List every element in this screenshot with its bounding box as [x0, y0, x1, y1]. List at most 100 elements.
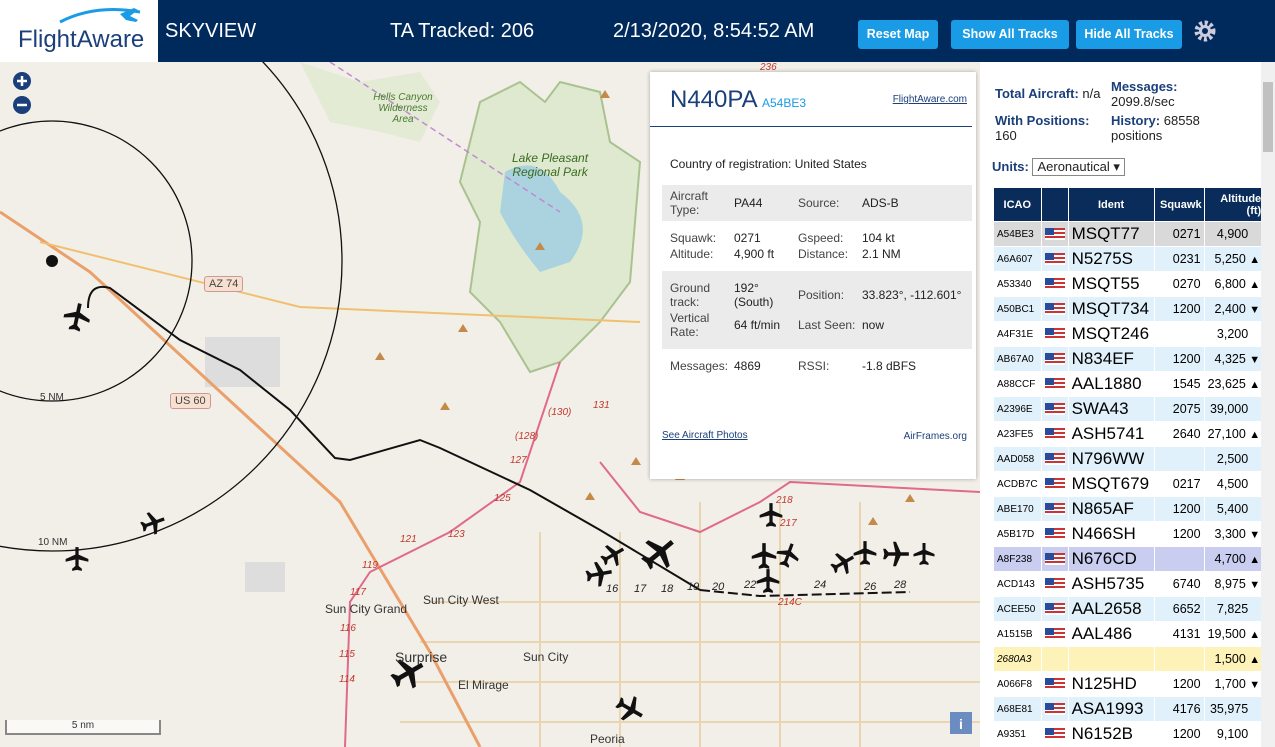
aircraft-row[interactable]: A9351 N6152B 1200 9,100	[993, 721, 1265, 747]
airframes-link[interactable]: AirFrames.org	[903, 431, 967, 442]
squawk-cell: 0271	[1153, 221, 1205, 247]
road-shield: US 60	[170, 393, 211, 409]
units-select[interactable]: Aeronautical ▾	[1032, 158, 1125, 176]
road-number: 116	[340, 623, 356, 634]
aircraft-row[interactable]: 2680A3 1,500 ▲	[993, 646, 1265, 672]
show-tracks-button[interactable]: Show All Tracks	[951, 20, 1069, 49]
squawk-cell	[1153, 646, 1205, 672]
field-label: Country of registration:	[670, 157, 792, 171]
field-value: 2.1 NM	[862, 247, 901, 261]
aircraft-list-panel: Total Aircraft: n/a Messages: 2099.8/sec …	[980, 62, 1275, 747]
scrollbar[interactable]	[1261, 62, 1275, 747]
svg-text:i: i	[959, 716, 963, 732]
logo[interactable]: FlightAware	[0, 0, 158, 62]
squawk-cell: 1200	[1153, 721, 1205, 747]
field-value: United States	[794, 157, 867, 171]
photos-link[interactable]: See Aircraft Photos	[662, 430, 748, 441]
aircraft-row[interactable]: ACDB7C MSQT679 0217 4,500	[993, 471, 1265, 497]
altitude-trend: ▼	[1249, 529, 1261, 541]
field-value: 64 ft/min	[734, 318, 781, 332]
stat-value: n/a	[1082, 86, 1101, 101]
aircraft-row[interactable]: ACEE50 AAL2658 6652 7,825	[993, 596, 1265, 622]
reset-map-button[interactable]: Reset Map	[858, 20, 938, 49]
aircraft-row[interactable]: A066F8 N125HD 1200 1,700 ▼	[993, 671, 1265, 697]
flag-cell	[1040, 696, 1069, 722]
icao-cell: A50BC1	[993, 296, 1042, 322]
flag-cell	[1040, 721, 1069, 747]
aircraft-row[interactable]: A4F31E MSQT246 3,200	[993, 321, 1265, 347]
hide-tracks-button[interactable]: Hide All Tracks	[1076, 20, 1182, 49]
settings-icon[interactable]	[1192, 18, 1218, 44]
altitude-cell: 8,975 ▼	[1203, 571, 1265, 597]
field-label: Gspeed:	[798, 231, 844, 245]
field-label: Aircraft Type:	[670, 189, 709, 217]
road-number: 114	[339, 674, 355, 685]
aircraft-row[interactable]: A50BC1 MSQT734 1200 2,400 ▼	[993, 296, 1265, 322]
aircraft-row[interactable]: A8F238 N676CD 4,700 ▲	[993, 546, 1265, 572]
altitude-value: 4,700	[1214, 552, 1246, 566]
altitude-trend: ▲	[1249, 654, 1261, 666]
aircraft-row[interactable]: AAD058 N796WW 2,500	[993, 446, 1265, 472]
flag-icon	[1044, 527, 1065, 540]
altitude-value: 1,500	[1214, 652, 1246, 666]
road-number: 18	[661, 583, 674, 595]
road-number: 127	[510, 455, 527, 466]
aircraft-row[interactable]: AB67A0 N834EF 1200 4,325 ▼	[993, 346, 1265, 372]
field-label: Source:	[798, 196, 840, 210]
flag-icon	[1044, 352, 1065, 365]
flag-icon	[1044, 327, 1065, 340]
road-number: 28	[894, 579, 907, 591]
field-label: Vertical Rate:	[670, 311, 710, 339]
flag-icon	[1044, 252, 1065, 265]
icao-cell: ACEE50	[993, 596, 1042, 622]
aircraft-row[interactable]: A6A607 N5275S 0231 5,250 ▲	[993, 246, 1265, 272]
aircraft-row[interactable]: A2396E SWA43 2075 39,000	[993, 396, 1265, 422]
icao-cell: A4F31E	[993, 321, 1042, 347]
field-label: Ground track:	[670, 281, 711, 309]
road-number: 22	[744, 579, 757, 591]
aircraft-row[interactable]: ACD143 ASH5735 6740 8,975 ▼	[993, 571, 1265, 597]
altitude-cell: 1,700 ▼	[1203, 671, 1265, 697]
aircraft-row[interactable]: A68E81 ASA1993 4176 35,975	[993, 696, 1265, 722]
altitude-cell: 4,900	[1203, 221, 1265, 247]
aircraft-row[interactable]: A88CCF AAL1880 1545 23,625 ▲	[993, 371, 1265, 397]
squawk-cell: 1200	[1153, 671, 1205, 697]
flag-cell	[1040, 396, 1069, 422]
flag-icon	[1044, 502, 1065, 515]
altitude-value: 9,100	[1216, 727, 1249, 741]
ident-cell: ASA1993	[1067, 696, 1155, 722]
road-number: 214C	[778, 597, 802, 608]
ident-cell: N865AF	[1067, 496, 1155, 522]
altitude-value: 3,300	[1214, 527, 1246, 541]
squawk-cell: 0231	[1153, 246, 1205, 272]
ident-cell: AAL486	[1067, 621, 1155, 647]
map-label: Sun City Grand	[325, 602, 408, 616]
flag-cell	[1040, 371, 1069, 397]
aircraft-row[interactable]: A54BE3 MSQT77 0271 4,900	[993, 221, 1265, 247]
flag-icon	[1044, 477, 1065, 490]
aircraft-row[interactable]: A23FE5 ASH5741 2640 27,100 ▲	[993, 421, 1265, 447]
scale-bar: 5 nm	[5, 720, 161, 735]
aircraft-row[interactable]: A53340 MSQT55 0270 6,800 ▲	[993, 271, 1265, 297]
road-number: 217	[780, 518, 797, 529]
aircraft-row[interactable]: A5B17D N466SH 1200 3,300 ▼	[993, 521, 1265, 547]
flag-icon	[1044, 452, 1065, 465]
altitude-value: 19,500	[1207, 627, 1246, 641]
squawk-cell: 1545	[1153, 371, 1205, 397]
flag-cell	[1040, 646, 1069, 672]
flag-icon	[1044, 302, 1065, 315]
field-value: now	[862, 318, 885, 332]
flightaware-link[interactable]: FlightAware.com	[892, 94, 967, 105]
field-value: 33.823°, -112.601°	[862, 288, 962, 302]
map-label: Sun City	[523, 650, 569, 664]
aircraft-row[interactable]: A1515B AAL486 4131 19,500 ▲	[993, 621, 1265, 647]
ident-cell: N6152B	[1067, 721, 1155, 747]
map[interactable]: i Hells Canyon Wilderness Area Lake Plea…	[0, 62, 980, 747]
icao-cell: ACD143	[993, 571, 1042, 597]
altitude-trend: ▲	[1249, 254, 1261, 266]
altitude-value: 8,975	[1214, 577, 1246, 591]
flag-icon	[1044, 577, 1065, 590]
aircraft-row[interactable]: ABE170 N865AF 1200 5,400	[993, 496, 1265, 522]
squawk-cell	[1153, 321, 1205, 347]
altitude-cell: 9,100	[1203, 721, 1265, 747]
